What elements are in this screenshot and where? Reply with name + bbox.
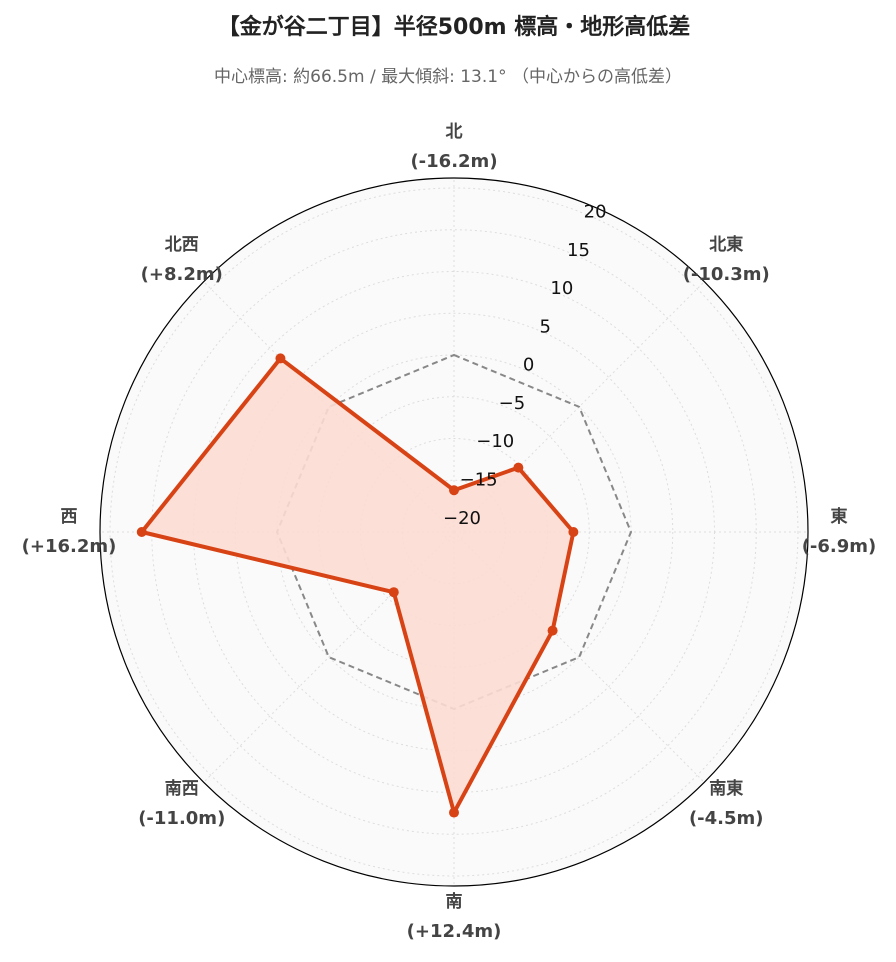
category-label: 東 bbox=[831, 506, 848, 527]
data-point bbox=[275, 353, 286, 364]
chart-subtitle: 中心標高: 約66.5m / 最大傾斜: 13.1° （中心からの高低差） bbox=[214, 67, 682, 87]
grid-ring bbox=[109, 187, 799, 877]
tick-label: 20 bbox=[584, 202, 607, 223]
category-label: 南 bbox=[446, 891, 463, 912]
category-label: 南西 bbox=[165, 778, 199, 799]
data-point bbox=[136, 527, 147, 537]
tick-label: −10 bbox=[476, 431, 514, 452]
data-point bbox=[513, 462, 524, 473]
value-label: (-6.9m) bbox=[802, 536, 877, 557]
value-label: (-4.5m) bbox=[689, 808, 764, 829]
grid-ring bbox=[318, 396, 590, 668]
category-label: 南東 bbox=[709, 778, 743, 799]
value-label: (+8.2m) bbox=[141, 264, 223, 285]
data-point bbox=[449, 807, 459, 818]
tick-label: 10 bbox=[550, 278, 573, 299]
tick-label: −5 bbox=[499, 393, 526, 414]
category-label: 北西 bbox=[165, 235, 199, 255]
tick-label: −15 bbox=[460, 470, 498, 491]
category-label: 北 bbox=[446, 122, 463, 142]
value-label: (-10.3m) bbox=[683, 264, 770, 285]
data-point bbox=[449, 485, 459, 496]
data-point bbox=[547, 625, 558, 636]
tick-label: 5 bbox=[539, 316, 550, 337]
data-point bbox=[568, 527, 579, 537]
spoke bbox=[453, 531, 705, 783]
data-point bbox=[388, 587, 399, 598]
category-label: 北東 bbox=[709, 234, 743, 255]
chart-title: 【金が谷二丁目】半径500m 標高・地形高低差 bbox=[218, 14, 691, 40]
value-label: (-16.2m) bbox=[410, 151, 497, 172]
tick-label: 15 bbox=[567, 240, 590, 261]
grid-ring bbox=[193, 271, 715, 793]
grid-ring bbox=[151, 229, 757, 835]
value-label: (+16.2m) bbox=[22, 536, 117, 557]
tick-label: −20 bbox=[443, 508, 481, 529]
tick-label: 0 bbox=[523, 355, 534, 376]
value-label: (+12.4m) bbox=[407, 921, 502, 942]
value-label: (-11.0m) bbox=[138, 808, 225, 829]
category-label: 西 bbox=[61, 507, 78, 527]
